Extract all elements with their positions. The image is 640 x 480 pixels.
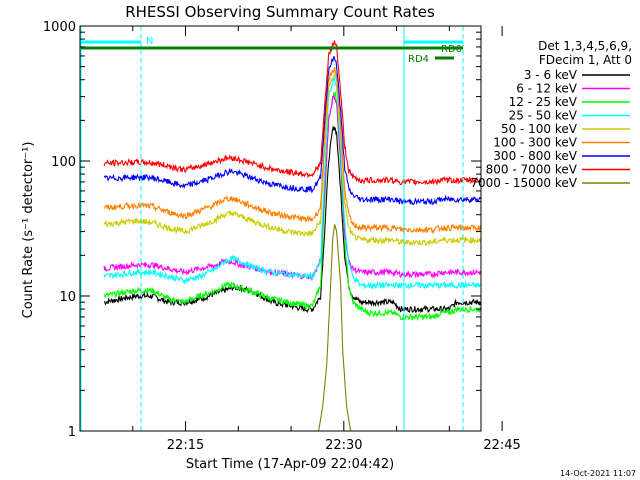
series-layer (103, 39, 482, 432)
legend-label: 12 - 25 keV (509, 95, 578, 109)
overlay-layer (80, 26, 464, 431)
series-line-12-25-kev (103, 90, 482, 322)
x-tick-label: 22:45 (483, 438, 520, 453)
series-line-6-12-kev (103, 94, 482, 282)
series-line-3-6-kev (103, 126, 482, 314)
night-label: N (146, 36, 153, 47)
detector-info-line-2: FDecim 1, Att 0 (539, 53, 632, 67)
legend-label: 300 - 800 keV (493, 149, 577, 163)
legend-label: 100 - 300 keV (493, 136, 577, 150)
y-tick-label: 100 (51, 155, 76, 170)
y-axis-label: Count Rate (s⁻¹ detector⁻¹) (21, 142, 36, 319)
rd4-label: RD4 (408, 54, 429, 65)
series-line-800-7000-kev (103, 39, 482, 186)
x-tick-label: 22:15 (167, 438, 204, 453)
legend-label: 7000 - 15000 keV (470, 176, 577, 190)
plot-frame (79, 25, 482, 432)
legend-label: 6 - 12 keV (516, 82, 578, 96)
legend-label: 25 - 50 keV (509, 109, 578, 123)
series-line-100-300-kev (103, 67, 482, 235)
rd0-label: RD0 (441, 44, 462, 55)
x-tick-label: 22:30 (325, 438, 362, 453)
x-axis-label: Start Time (17-Apr-09 22:04:42) (186, 457, 394, 472)
series-line-50-100-kev (103, 73, 482, 247)
series-line-300-800-kev (103, 55, 482, 206)
legend-label: 3 - 6 keV (524, 68, 578, 82)
legend-label: 50 - 100 keV (501, 122, 578, 136)
detector-info-line-1: Det 1,3,4,5,6,9, (538, 39, 632, 53)
y-tick-label: 1 (68, 425, 76, 440)
date-stamp: 14-Oct-2021 11:07 (560, 469, 636, 478)
series-line-7000-15000-kev (318, 224, 352, 432)
chart-title: RHESSI Observing Summary Count Rates (125, 3, 435, 21)
legend-label: 800 - 7000 keV (486, 163, 578, 177)
series-line-25-50-kev (103, 76, 482, 290)
y-tick-label: 1000 (43, 20, 76, 35)
y-tick-label: 10 (59, 290, 76, 305)
